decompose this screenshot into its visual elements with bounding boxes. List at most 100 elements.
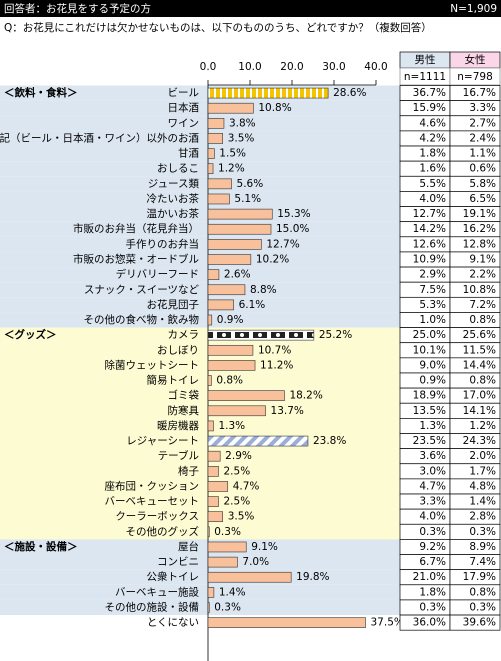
category-label: その他のグッズ — [126, 525, 200, 538]
row-background — [0, 418, 400, 434]
value-label: 25.2% — [319, 329, 352, 341]
table-value: 3.6% — [419, 450, 446, 462]
bar — [207, 420, 214, 432]
table-value: 1.8% — [419, 586, 446, 598]
value-label: 19.8% — [296, 571, 329, 583]
table-value: 6.5% — [469, 193, 496, 205]
bar — [207, 556, 238, 568]
table-value: 10.1% — [413, 344, 446, 356]
table-value: 0.8% — [469, 375, 496, 387]
row-background — [0, 161, 400, 177]
table-value: 0.6% — [469, 163, 496, 175]
row-background — [0, 176, 400, 192]
table-value: 0.3% — [419, 601, 446, 613]
table-value: 12.7% — [413, 208, 446, 220]
value-label: 18.2% — [289, 390, 322, 402]
bar — [207, 163, 214, 175]
bar — [207, 375, 212, 386]
table-value: 18.9% — [413, 390, 446, 402]
row-background — [0, 236, 400, 252]
category-label: 暖房機器 — [157, 419, 199, 432]
value-label: 12.7% — [266, 238, 299, 250]
table-value: 4.8% — [469, 480, 496, 492]
row-background — [0, 478, 400, 495]
table-value: 0.9% — [419, 375, 446, 387]
x-tick-label: 10.0 — [238, 61, 261, 73]
category-label: 座布団・クッション — [105, 479, 200, 492]
value-label: 15.3% — [277, 208, 310, 220]
bar — [207, 360, 256, 371]
value-label: 15.0% — [276, 223, 309, 235]
category-label: バーベキューセット — [105, 496, 200, 508]
value-label: 0.3% — [214, 601, 241, 613]
category-label: レジャーシート — [126, 435, 199, 447]
category-label: 除菌ウェットシート — [105, 358, 200, 371]
table-value: 7.5% — [419, 284, 446, 296]
n-cell — [449, 67, 501, 86]
table-value: 4.7% — [419, 480, 446, 492]
x-tick-label: 0.0 — [200, 61, 217, 73]
table-value: 2.9% — [419, 269, 446, 281]
category-label: 手作りのお弁当 — [126, 237, 200, 250]
category-label: 日本酒 — [168, 101, 200, 114]
group-label: ＜グッズ＞ — [4, 328, 57, 341]
table-value: 3.3% — [469, 102, 496, 114]
table-value: 0.3% — [469, 526, 496, 538]
table-value: 12.8% — [463, 238, 496, 250]
table-value: 1.8% — [419, 148, 446, 160]
category-label: ジュース類 — [148, 178, 200, 190]
table-value: 4.6% — [419, 117, 446, 129]
table-value: 10.9% — [413, 253, 446, 265]
row-background — [0, 267, 400, 283]
row-background — [0, 146, 400, 162]
row-background — [0, 584, 400, 600]
table-value: 1.2% — [469, 420, 496, 432]
value-label: 2.6% — [224, 269, 251, 281]
table-value: 2.8% — [469, 511, 496, 523]
value-label: 28.6% — [333, 87, 366, 99]
table-value: 25.6% — [463, 329, 496, 341]
table-value: 2.2% — [469, 269, 496, 281]
table-value: 16.7% — [463, 87, 496, 99]
bar — [207, 587, 215, 598]
bar — [207, 284, 246, 296]
bar — [207, 102, 254, 114]
bar — [207, 133, 223, 144]
bar — [207, 571, 292, 583]
table-value: 4.0% — [419, 193, 446, 205]
table-cell — [449, 614, 501, 631]
value-label: 9.1% — [251, 541, 278, 553]
bar — [207, 269, 220, 280]
category-label: 上記（ビール・日本酒・ワイン）以外のお酒 — [0, 131, 199, 144]
row-background — [0, 115, 400, 131]
bar — [207, 254, 252, 265]
table-value: 1.6% — [419, 163, 446, 175]
row-background — [0, 509, 400, 525]
category-label: ワイン — [168, 117, 200, 129]
category-label: とくにない — [147, 617, 199, 629]
table-value: 6.7% — [419, 556, 446, 568]
category-label: 温かいお茶 — [147, 207, 200, 220]
category-label: 市販のお弁当（花見弁当） — [73, 222, 199, 235]
table-value: 17.9% — [463, 571, 496, 583]
table-value: 21.0% — [413, 571, 446, 583]
row-background — [0, 251, 400, 268]
bar — [207, 602, 210, 613]
value-label: 10.2% — [256, 253, 289, 265]
table-value: 36.7% — [413, 87, 446, 99]
table-value: 2.7% — [469, 117, 496, 129]
respondents: 回答者：お花見をする予定の方 — [4, 2, 151, 15]
row-background — [0, 372, 400, 389]
bar — [207, 299, 234, 311]
category-label: おしぼり — [157, 344, 199, 356]
category-label: 防寒具 — [168, 404, 200, 417]
table-value: 7.4% — [469, 556, 496, 568]
row-background — [0, 357, 400, 373]
row-background — [0, 539, 400, 555]
table-value: 4.2% — [419, 132, 446, 144]
bar — [207, 329, 315, 341]
value-label: 1.5% — [219, 148, 246, 160]
bar — [207, 405, 266, 417]
category-label: 冷たいお茶 — [147, 192, 200, 205]
bar — [207, 526, 210, 538]
